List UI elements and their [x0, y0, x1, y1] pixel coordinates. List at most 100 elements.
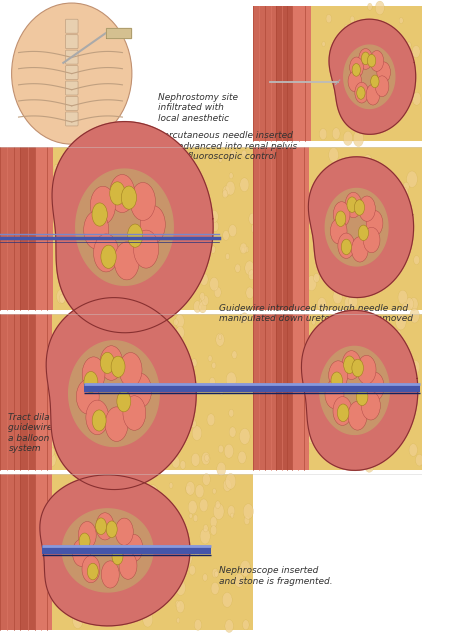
Circle shape: [193, 515, 198, 522]
Circle shape: [379, 264, 383, 271]
Circle shape: [210, 277, 219, 291]
Circle shape: [116, 145, 122, 155]
Circle shape: [379, 332, 389, 346]
Circle shape: [330, 219, 347, 244]
Circle shape: [6, 524, 15, 538]
Bar: [277, 314, 292, 470]
Circle shape: [199, 499, 208, 512]
Circle shape: [114, 423, 119, 431]
Circle shape: [156, 355, 159, 360]
Circle shape: [155, 210, 163, 222]
Circle shape: [109, 286, 114, 294]
Circle shape: [76, 380, 99, 414]
FancyBboxPatch shape: [66, 97, 78, 111]
Circle shape: [121, 303, 125, 308]
Circle shape: [255, 110, 265, 125]
Circle shape: [366, 84, 380, 105]
Bar: [0, 314, 20, 470]
Circle shape: [372, 189, 381, 203]
Circle shape: [255, 404, 261, 414]
Circle shape: [5, 545, 9, 551]
Circle shape: [150, 342, 158, 355]
FancyBboxPatch shape: [66, 35, 78, 49]
Circle shape: [119, 218, 124, 226]
Circle shape: [280, 263, 290, 278]
Circle shape: [130, 182, 155, 221]
Circle shape: [86, 400, 109, 435]
Circle shape: [229, 410, 234, 417]
Circle shape: [200, 273, 208, 285]
Circle shape: [339, 390, 343, 396]
Circle shape: [84, 211, 109, 249]
Circle shape: [126, 554, 131, 561]
Circle shape: [347, 228, 355, 241]
Circle shape: [156, 172, 164, 183]
Circle shape: [54, 164, 59, 172]
Circle shape: [96, 513, 114, 540]
Circle shape: [269, 167, 276, 179]
Circle shape: [273, 28, 280, 37]
Circle shape: [216, 333, 224, 346]
Circle shape: [264, 76, 275, 92]
Circle shape: [197, 225, 202, 233]
Circle shape: [194, 620, 202, 630]
Circle shape: [110, 444, 119, 457]
Circle shape: [40, 579, 45, 588]
Bar: [253, 147, 277, 310]
Circle shape: [202, 214, 211, 228]
Circle shape: [405, 424, 410, 431]
Circle shape: [211, 246, 216, 253]
Circle shape: [290, 28, 296, 37]
Circle shape: [82, 556, 100, 582]
Circle shape: [364, 457, 374, 472]
Circle shape: [72, 170, 81, 182]
Circle shape: [332, 422, 338, 430]
Circle shape: [266, 79, 275, 92]
Polygon shape: [52, 122, 213, 333]
Circle shape: [312, 319, 316, 325]
Circle shape: [117, 390, 131, 412]
Circle shape: [366, 243, 370, 249]
Circle shape: [145, 374, 156, 390]
Bar: [20, 314, 35, 470]
Circle shape: [18, 497, 27, 511]
Circle shape: [212, 568, 218, 578]
Bar: [277, 147, 292, 310]
Circle shape: [273, 55, 282, 68]
Circle shape: [240, 243, 247, 254]
Circle shape: [2, 271, 10, 284]
Circle shape: [31, 357, 36, 366]
Circle shape: [168, 428, 176, 439]
Circle shape: [222, 593, 232, 607]
Circle shape: [396, 314, 406, 330]
Circle shape: [317, 298, 326, 312]
Circle shape: [92, 585, 96, 591]
Circle shape: [410, 308, 419, 323]
Circle shape: [389, 264, 397, 277]
Circle shape: [15, 392, 21, 401]
Circle shape: [365, 228, 373, 241]
Circle shape: [266, 372, 277, 388]
Circle shape: [363, 79, 370, 90]
Circle shape: [319, 129, 327, 140]
Circle shape: [71, 460, 79, 472]
Circle shape: [146, 207, 152, 216]
Circle shape: [355, 83, 369, 103]
Circle shape: [278, 12, 284, 20]
Circle shape: [20, 315, 25, 323]
Circle shape: [242, 150, 247, 157]
Circle shape: [33, 550, 44, 566]
Circle shape: [204, 454, 209, 461]
Circle shape: [28, 477, 37, 490]
Circle shape: [409, 444, 418, 456]
Circle shape: [4, 595, 7, 601]
Bar: [292, 147, 309, 310]
Circle shape: [78, 522, 96, 548]
Circle shape: [33, 449, 40, 461]
Circle shape: [367, 54, 376, 67]
Circle shape: [0, 220, 4, 232]
Circle shape: [398, 85, 408, 100]
Circle shape: [25, 596, 31, 605]
Circle shape: [343, 401, 353, 415]
Circle shape: [268, 434, 274, 443]
